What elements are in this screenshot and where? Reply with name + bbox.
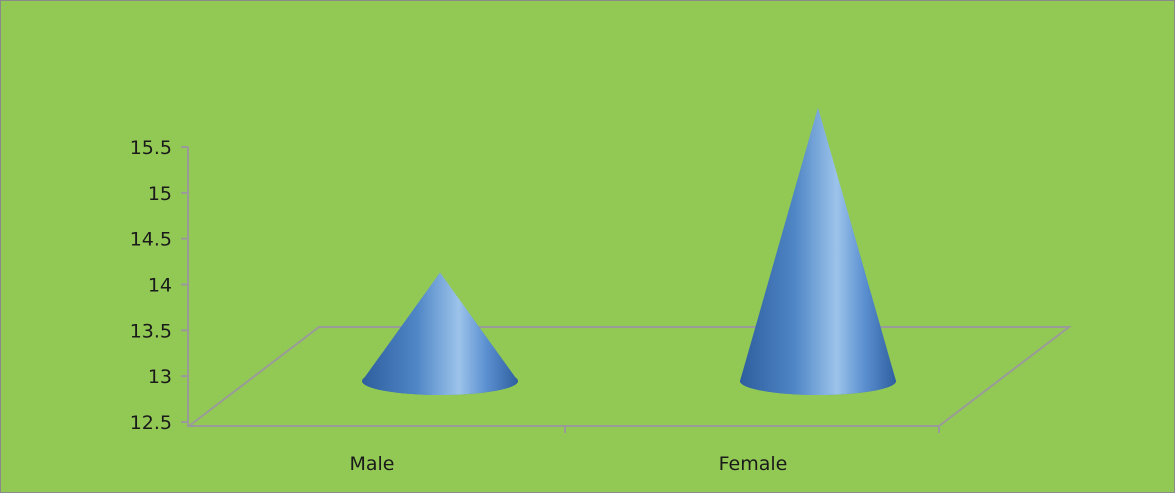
y-tick-label: 13.5 (130, 320, 172, 342)
cones (362, 107, 896, 395)
category-label-male: Male (349, 453, 394, 475)
y-axis: 12.5 13 13.5 14 14.5 15 15.5 (130, 137, 188, 434)
y-tick-label: 12.5 (130, 412, 172, 434)
cone-female (740, 107, 896, 395)
cone-male (362, 272, 518, 395)
y-tick-label: 14.5 (130, 229, 172, 251)
y-tick-label: 15.5 (130, 137, 172, 159)
category-label-female: Female (719, 453, 788, 475)
x-axis-labels: Male Female (349, 453, 787, 475)
chart-floor (186, 326, 1072, 427)
y-tick-label: 13 (148, 366, 172, 388)
cone-body (362, 272, 518, 395)
y-tick-label: 14 (148, 275, 172, 297)
y-tick-label: 15 (148, 183, 172, 205)
cone-body (740, 107, 896, 395)
